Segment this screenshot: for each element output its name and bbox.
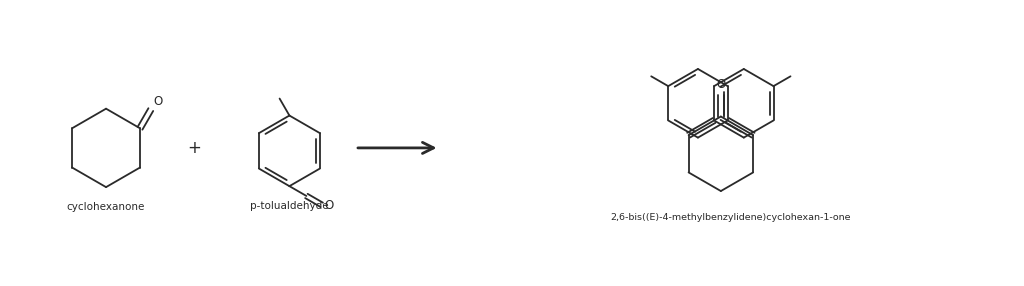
Text: O: O xyxy=(325,199,334,212)
Text: cyclohexanone: cyclohexanone xyxy=(67,202,145,212)
Text: p-tolualdehyde: p-tolualdehyde xyxy=(250,201,329,211)
Text: +: + xyxy=(187,139,202,157)
Text: O: O xyxy=(154,95,163,108)
Text: 2,6-bis((E)-4-methylbenzylidene)cyclohexan-1-one: 2,6-bis((E)-4-methylbenzylidene)cyclohex… xyxy=(610,212,851,222)
Text: O: O xyxy=(716,78,725,91)
